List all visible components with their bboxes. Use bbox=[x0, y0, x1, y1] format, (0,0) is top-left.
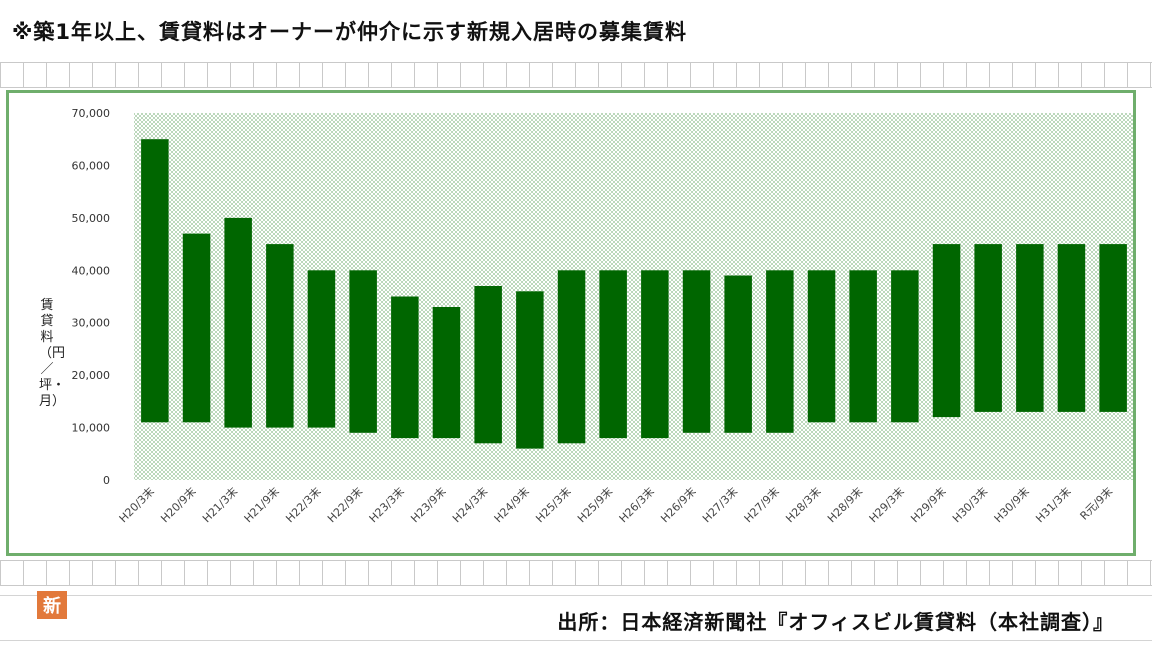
bar bbox=[807, 270, 836, 423]
x-tick-label: H28/3末 bbox=[783, 484, 824, 525]
bar bbox=[724, 275, 752, 433]
x-tick-label: H23/9末 bbox=[408, 484, 449, 525]
bar bbox=[1099, 244, 1127, 412]
x-tick-label: H30/3末 bbox=[949, 484, 990, 525]
bar bbox=[599, 270, 627, 439]
bar bbox=[307, 270, 336, 428]
x-tick-label: H27/3末 bbox=[699, 484, 740, 525]
x-tick-label: H28/9末 bbox=[824, 484, 865, 525]
x-tick-label: H22/3末 bbox=[283, 484, 324, 525]
bar bbox=[391, 296, 419, 439]
bar bbox=[682, 270, 711, 433]
x-tick-label: H26/9末 bbox=[658, 484, 699, 525]
x-tick-label: R元/9末 bbox=[1077, 484, 1115, 522]
x-tick-label: H20/3末 bbox=[116, 484, 157, 525]
bar bbox=[474, 286, 502, 444]
x-tick-label: H30/9末 bbox=[991, 484, 1032, 525]
bar bbox=[266, 244, 294, 428]
bar bbox=[974, 244, 1002, 412]
x-tick-label: H24/3末 bbox=[449, 484, 490, 525]
x-tick-label: H31/3末 bbox=[1033, 484, 1074, 525]
x-tick-label: H21/9末 bbox=[241, 484, 282, 525]
x-tick-label: H22/9末 bbox=[324, 484, 365, 525]
nikkei-logo: 新 bbox=[37, 591, 67, 619]
chart-frame[interactable]: 0 10,000 20,000 30,000 40,000 50,000 60,000 70,… bbox=[6, 90, 1136, 619]
y-tick-label: 20,000 bbox=[72, 369, 111, 382]
note-text: ※築1年以上、賃貸料はオーナーが仲介に示す新規入居時の募集賃料 bbox=[12, 20, 688, 44]
spreadsheet-grid-top bbox=[0, 62, 1152, 88]
plot-area bbox=[134, 113, 1133, 480]
y-tick-label: 60,000 bbox=[72, 159, 111, 172]
y-tick-label: 70,000 bbox=[72, 107, 111, 120]
y-tick-label: 10,000 bbox=[72, 422, 111, 435]
y-tick-label: 40,000 bbox=[72, 264, 111, 277]
source-text: 出所：日本経済新聞社『オフィスビル賃貸料（本社調査）』 bbox=[557, 610, 1114, 634]
bar bbox=[141, 139, 169, 423]
y-tick-label: 0 bbox=[103, 474, 110, 487]
bar bbox=[1057, 244, 1086, 412]
bar bbox=[432, 307, 461, 439]
bar bbox=[932, 244, 961, 418]
x-tick-label: H21/3末 bbox=[199, 484, 240, 525]
spreadsheet-grid-bottom bbox=[0, 560, 1152, 586]
x-tick-label: H24/9末 bbox=[491, 484, 532, 525]
bar bbox=[1016, 244, 1044, 412]
bar bbox=[766, 270, 794, 433]
bar bbox=[182, 233, 211, 423]
bar bbox=[516, 291, 544, 449]
bar bbox=[557, 270, 586, 444]
x-tick-label: H25/3末 bbox=[533, 484, 574, 525]
bar bbox=[849, 270, 877, 423]
x-tick-label: H20/9末 bbox=[158, 484, 199, 525]
x-tick-label: H29/3末 bbox=[866, 484, 907, 525]
y-tick-label: 50,000 bbox=[72, 212, 111, 225]
row-line bbox=[0, 640, 1152, 641]
x-tick-label: H25/9末 bbox=[574, 484, 615, 525]
bar bbox=[349, 270, 377, 433]
bar bbox=[224, 217, 252, 428]
y-axis-title: 賃貸料（円／坪・月） bbox=[39, 298, 66, 409]
bar bbox=[891, 270, 919, 423]
rent-chart: 0 10,000 20,000 30,000 40,000 50,000 60,000 70,… bbox=[72, 107, 1133, 525]
row-line bbox=[0, 595, 1152, 596]
y-tick-label: 30,000 bbox=[72, 317, 111, 330]
x-tick-label: H27/9末 bbox=[741, 484, 782, 525]
x-tick-label: H26/3末 bbox=[616, 484, 657, 525]
x-tick-label: H23/3末 bbox=[366, 484, 407, 525]
x-tick-label: H29/9末 bbox=[908, 484, 949, 525]
bar bbox=[641, 270, 669, 439]
